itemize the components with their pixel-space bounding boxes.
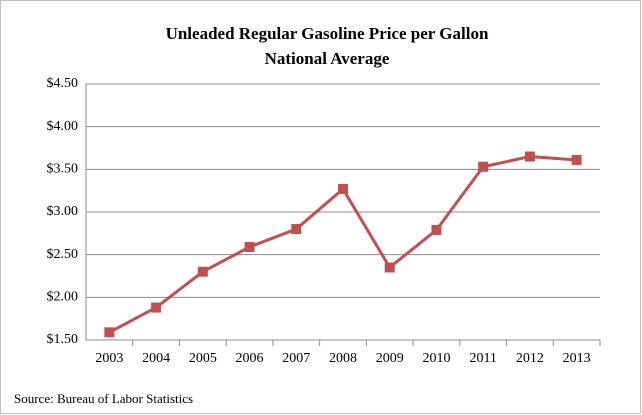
x-tick-label: 2007 (282, 351, 310, 366)
y-tick-label: $3.50 (47, 162, 79, 177)
y-tick-label: $3.00 (47, 204, 79, 219)
x-tick-label: 2006 (236, 351, 264, 366)
data-marker (338, 183, 348, 194)
data-marker (104, 327, 115, 338)
y-tick-label: $2.00 (47, 290, 79, 305)
x-tick-label: 2005 (189, 351, 217, 366)
data-marker (197, 266, 208, 277)
data-marker (151, 302, 162, 313)
y-tick-label: $4.50 (47, 76, 79, 91)
x-tick-label: 2004 (142, 351, 170, 366)
x-tick-label: 2010 (422, 351, 450, 366)
x-tick-label: 2011 (469, 351, 496, 366)
source-note: Source: Bureau of Labor Statistics (14, 391, 193, 406)
x-tick-label: 2003 (95, 351, 123, 366)
x-tick-label: 2008 (329, 351, 357, 366)
x-tick-label: 2012 (516, 351, 544, 366)
data-marker (384, 262, 395, 273)
data-marker (571, 154, 582, 165)
x-tick-label: 2013 (563, 351, 591, 366)
chart-title: Unleaded Regular Gasoline Price per Gall… (166, 24, 489, 43)
y-tick-label: $4.00 (47, 119, 79, 134)
data-marker (291, 224, 302, 235)
data-marker (478, 161, 489, 172)
y-tick-label: $1.50 (47, 332, 79, 347)
data-marker (244, 241, 255, 252)
chart-subtitle: National Average (265, 49, 390, 68)
x-tick-label: 2009 (376, 351, 404, 366)
y-tick-label: $2.50 (47, 247, 79, 262)
data-marker (431, 224, 442, 235)
data-marker (524, 151, 535, 162)
